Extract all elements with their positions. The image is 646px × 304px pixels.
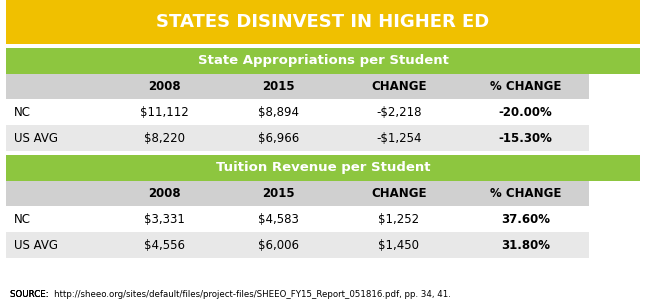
- FancyBboxPatch shape: [6, 74, 108, 99]
- FancyBboxPatch shape: [222, 232, 336, 258]
- Text: 2015: 2015: [262, 80, 295, 93]
- Text: US AVG: US AVG: [14, 132, 58, 145]
- FancyBboxPatch shape: [6, 125, 108, 151]
- FancyBboxPatch shape: [6, 284, 640, 304]
- Text: SOURCE:: SOURCE:: [10, 290, 54, 299]
- FancyBboxPatch shape: [108, 74, 222, 99]
- FancyBboxPatch shape: [463, 125, 589, 151]
- Text: State Appropriations per Student: State Appropriations per Student: [198, 54, 448, 67]
- Text: NC: NC: [14, 106, 31, 119]
- FancyBboxPatch shape: [108, 181, 222, 206]
- Text: 2015: 2015: [262, 187, 295, 200]
- Text: -$2,218: -$2,218: [376, 106, 422, 119]
- FancyBboxPatch shape: [336, 125, 463, 151]
- FancyBboxPatch shape: [336, 232, 463, 258]
- Text: $8,894: $8,894: [258, 106, 299, 119]
- FancyBboxPatch shape: [6, 232, 108, 258]
- Text: US AVG: US AVG: [14, 239, 58, 252]
- FancyBboxPatch shape: [108, 125, 222, 151]
- FancyBboxPatch shape: [336, 74, 463, 99]
- Text: $6,006: $6,006: [258, 239, 299, 252]
- Text: CHANGE: CHANGE: [371, 187, 427, 200]
- FancyBboxPatch shape: [222, 74, 336, 99]
- Text: $1,252: $1,252: [379, 213, 419, 226]
- Text: 2008: 2008: [149, 80, 181, 93]
- Text: $1,450: $1,450: [379, 239, 419, 252]
- FancyBboxPatch shape: [463, 206, 589, 232]
- FancyBboxPatch shape: [463, 181, 589, 206]
- FancyBboxPatch shape: [463, 232, 589, 258]
- FancyBboxPatch shape: [6, 181, 108, 206]
- Text: NC: NC: [14, 213, 31, 226]
- FancyBboxPatch shape: [336, 206, 463, 232]
- FancyBboxPatch shape: [6, 48, 640, 74]
- FancyBboxPatch shape: [222, 181, 336, 206]
- Text: SOURCE:  http://sheeo.org/sites/default/files/project-files/SHEEO_FY15_Report_05: SOURCE: http://sheeo.org/sites/default/f…: [10, 290, 450, 299]
- Text: $6,966: $6,966: [258, 132, 299, 145]
- Text: STATES DISINVEST IN HIGHER ED: STATES DISINVEST IN HIGHER ED: [156, 13, 490, 31]
- Text: $8,220: $8,220: [144, 132, 185, 145]
- Text: -15.30%: -15.30%: [499, 132, 552, 145]
- FancyBboxPatch shape: [108, 99, 222, 125]
- FancyBboxPatch shape: [336, 181, 463, 206]
- FancyBboxPatch shape: [463, 74, 589, 99]
- FancyBboxPatch shape: [6, 155, 640, 181]
- Text: 37.60%: 37.60%: [501, 213, 550, 226]
- Text: $4,556: $4,556: [144, 239, 185, 252]
- Text: $3,331: $3,331: [144, 213, 185, 226]
- FancyBboxPatch shape: [108, 232, 222, 258]
- FancyBboxPatch shape: [108, 206, 222, 232]
- Text: 31.80%: 31.80%: [501, 239, 550, 252]
- Text: SOURCE:: SOURCE:: [10, 290, 54, 299]
- FancyBboxPatch shape: [336, 99, 463, 125]
- Text: CHANGE: CHANGE: [371, 80, 427, 93]
- Text: % CHANGE: % CHANGE: [490, 80, 561, 93]
- FancyBboxPatch shape: [222, 125, 336, 151]
- Text: 2008: 2008: [149, 187, 181, 200]
- FancyBboxPatch shape: [463, 99, 589, 125]
- FancyBboxPatch shape: [6, 0, 640, 44]
- FancyBboxPatch shape: [6, 206, 108, 232]
- Text: $11,112: $11,112: [140, 106, 189, 119]
- FancyBboxPatch shape: [222, 99, 336, 125]
- FancyBboxPatch shape: [6, 99, 108, 125]
- Text: -$1,254: -$1,254: [376, 132, 422, 145]
- Text: -20.00%: -20.00%: [499, 106, 552, 119]
- Text: % CHANGE: % CHANGE: [490, 187, 561, 200]
- FancyBboxPatch shape: [222, 206, 336, 232]
- Text: Tuition Revenue per Student: Tuition Revenue per Student: [216, 161, 430, 174]
- Text: $4,583: $4,583: [258, 213, 299, 226]
